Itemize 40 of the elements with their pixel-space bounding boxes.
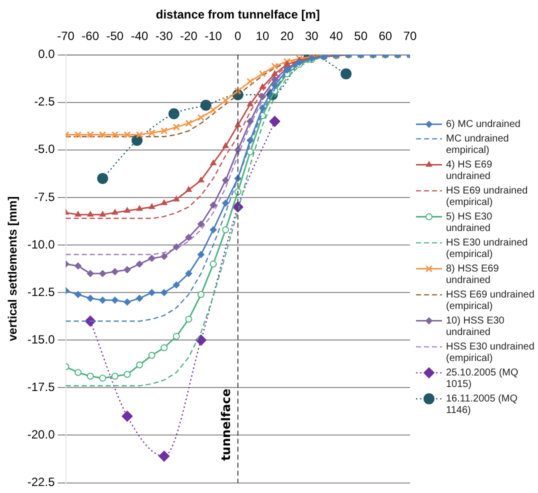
legend-label: HS E30 undrained (empirical) [446,238,528,260]
x-tick-label: 50 [354,28,368,43]
y-tick-label: -10.0 [27,237,56,252]
legend-label: 5) HS E30 undrained [446,212,493,234]
legend-label: 10) HSS E30 undrained [446,316,505,338]
x-tick-label: 30 [304,28,319,43]
x-axis-title: distance from tunnelface [m] [156,8,320,22]
legend-label: HS E69 undrained (empirical) [446,186,528,208]
y-tick-label: -22.5 [27,475,56,490]
x-tick-label: -10 [204,28,222,43]
x-tick-label: 70 [403,28,417,43]
y-tick-label: -15.0 [27,332,56,346]
legend-label: 6) MC undrained [446,119,520,130]
legend-label: 8) HSS E69 undrained [446,264,500,286]
y-tick-label: -7.5 [34,190,56,204]
x-tick-label: -30 [155,28,174,43]
legend-label: 25.10.2005 (MQ 1015) [446,368,518,390]
x-tick-label: -20 [180,28,198,43]
x-tick-label: 60 [378,28,392,43]
legend-label: 16.11.2005 (MQ 1146) [446,394,518,416]
legend-label: MC undrained empirical) [446,134,509,156]
legend-label: HSS E69 undrained (empirical) [446,290,534,312]
legend-label: 4) HS E69 undrained [446,160,493,182]
y-tick-label: -5.0 [34,142,56,156]
x-tick-label: -60 [82,28,100,43]
x-tick-label: 0 [234,28,242,43]
x-tick-label: 40 [330,28,344,43]
x-tick-label: -40 [130,28,149,43]
y-axis-title: vertical settlements [mm] [6,196,20,342]
x-tick-label: 10 [256,28,270,43]
y-tick-label: 0.0 [38,47,56,62]
y-tick-label: -2.5 [34,94,56,109]
x-tick-label: -50 [106,28,124,43]
x-tick-label: -70 [57,28,75,43]
y-tick-label: -12.5 [27,284,56,299]
ref-line-label: tunnelface [219,388,233,461]
y-tick-label: -20.0 [27,428,56,442]
legend-label: HSS E30 undrained (empirical) [446,342,534,364]
y-tick-label: -17.5 [27,380,56,394]
x-tick-label: 20 [280,28,294,43]
